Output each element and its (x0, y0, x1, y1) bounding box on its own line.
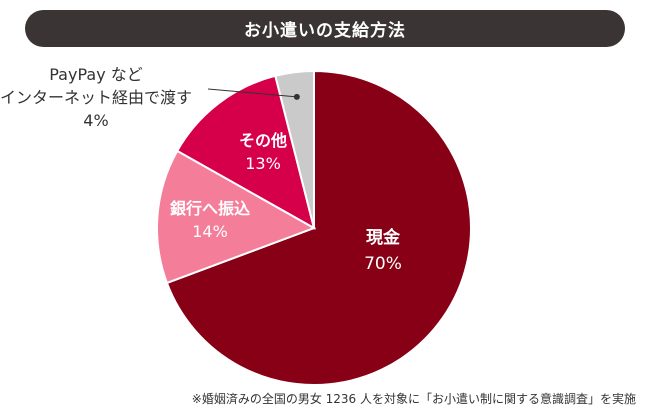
slice-other (175, 74, 316, 231)
slice-value-text: 13% (245, 154, 281, 173)
slice-cash (165, 69, 472, 386)
leader-dot (293, 93, 300, 100)
slice-label-text: PayPay など (49, 65, 143, 84)
slice-bank-transfer (156, 149, 317, 285)
pie-labels: 現金 70% 銀行へ振込 14% その他 13% PayPay などインターネット経由で渡す… (0, 65, 402, 274)
chart-title: お小遣いの支給方法 (25, 10, 625, 47)
leader-line (207, 88, 297, 98)
slice-value-text: 70% (364, 254, 402, 274)
label-bank-transfer: 銀行へ振込 14% (170, 199, 250, 241)
slice-value-text: 4% (83, 111, 108, 130)
slice-label-text: その他 (239, 131, 287, 150)
label-cash: 現金 70% (364, 227, 402, 274)
label-other: その他 13% (239, 131, 287, 173)
slice-paypay (274, 69, 315, 229)
slice-value-text: 14% (192, 222, 228, 241)
slice-label-text: 現金 (366, 227, 401, 248)
slice-label-text: インターネット経由で渡す (0, 88, 192, 107)
slice-label-text: 銀行へ振込 (170, 199, 250, 218)
footnote: ※婚姻済みの全国の男女 1236 人を対象に「お小遣い制に関する意識調査」を実施 (191, 392, 636, 406)
pie-slices (156, 69, 472, 386)
